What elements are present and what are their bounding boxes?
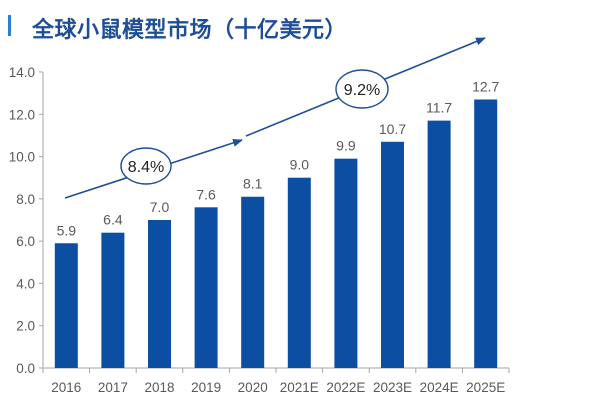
data-label: 8.1 (243, 176, 263, 192)
y-tick-label: 10.0 (9, 150, 35, 165)
chart-title: 全球小鼠模型市场（十亿美元） (32, 18, 348, 43)
x-tick-label: 2016 (51, 380, 81, 395)
title-accent-bar (8, 15, 11, 36)
data-label: 11.7 (426, 100, 452, 116)
x-tick-label: 2023E (373, 380, 412, 395)
x-tick-label: 2019 (191, 380, 221, 395)
bar-2020 (241, 196, 265, 368)
cagr-ellipse (335, 69, 389, 109)
data-label: 6.4 (103, 212, 123, 228)
x-tick-label: 2022E (326, 380, 365, 395)
y-tick-label: 14.0 (9, 65, 35, 80)
bar-2024E (427, 120, 451, 368)
data-label: 7.0 (150, 199, 170, 215)
x-tick-label: 2025E (466, 380, 505, 395)
y-tick-label: 4.0 (16, 276, 35, 291)
x-tick-label: 2024E (420, 380, 459, 395)
x-tick-label: 2018 (144, 380, 174, 395)
cagr-label: 8.4% (128, 159, 164, 176)
y-tick-label: 8.0 (16, 192, 35, 207)
data-label: 7.6 (196, 186, 216, 202)
bar-2017 (101, 232, 125, 368)
cagr-ellipse (120, 147, 172, 185)
data-label: 10.7 (379, 121, 406, 137)
y-tick-label: 6.0 (16, 234, 35, 249)
y-tick-label: 12.0 (9, 107, 35, 122)
x-tick-label: 2020 (238, 380, 268, 395)
x-tick-label: 2021E (280, 380, 319, 395)
data-label: 5.9 (57, 222, 77, 238)
data-label: 9.0 (290, 157, 310, 173)
data-label: 9.9 (336, 138, 356, 154)
bar-2019 (194, 207, 218, 368)
bar-2021E (287, 177, 311, 368)
bar-2025E (474, 99, 498, 368)
data-label: 12.7 (472, 78, 499, 94)
bar-2016 (54, 243, 78, 368)
cagr-label: 9.2% (344, 82, 380, 99)
bar-2023E (381, 141, 404, 368)
y-tick-label: 2.0 (16, 319, 35, 334)
bar-2022E (334, 158, 358, 368)
bar-2018 (148, 220, 171, 368)
x-tick-label: 2017 (98, 380, 128, 395)
y-tick-label: 0.0 (16, 361, 35, 376)
